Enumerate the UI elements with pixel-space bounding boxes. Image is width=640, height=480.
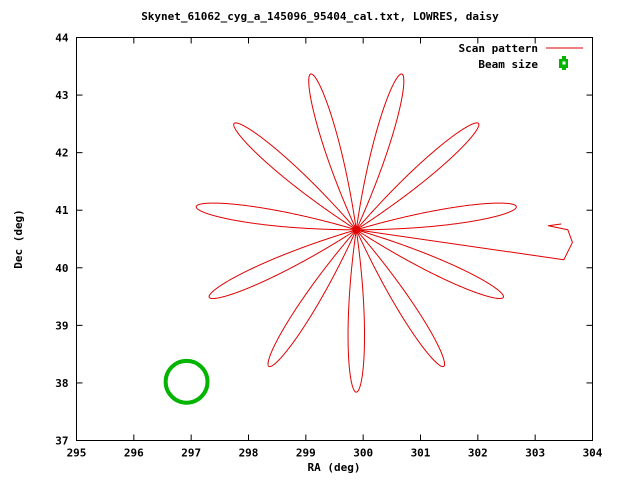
y-tick-label: 39 [55,319,68,332]
x-tick-label: 299 [296,447,316,460]
y-axis-ticks: 37 38 39 40 41 42 43 44 [55,32,593,448]
scan-pattern-curve [195,73,573,393]
legend-swatch-beam-size-marker [559,56,568,70]
legend: Scan pattern Beam size [459,42,583,71]
x-tick-label: 304 [583,447,603,460]
x-tick-label: 296 [124,447,144,460]
x-axis-label: RA (deg) [308,461,361,474]
x-tick-label: 297 [181,447,201,460]
x-tick-label: 303 [525,447,545,460]
y-tick-label: 37 [55,435,68,448]
legend-label-beam-size: Beam size [478,58,538,71]
x-tick-label: 300 [353,447,373,460]
x-tick-label: 295 [67,447,87,460]
x-axis-ticks: 295 296 297 298 299 300 301 302 303 304 [67,37,603,460]
beam-size-circle [163,358,210,405]
y-tick-label: 41 [55,204,69,217]
chart-title: Skynet_61062_cyg_a_145096_95404_cal.txt,… [141,10,499,23]
x-tick-label: 298 [239,447,259,460]
y-tick-label: 44 [55,32,69,45]
y-axis-label: Dec (deg) [12,209,25,269]
plot-frame [76,37,593,441]
y-tick-label: 43 [55,89,68,102]
y-tick-label: 40 [55,262,68,275]
y-tick-label: 38 [55,377,68,390]
x-tick-label: 302 [468,447,488,460]
legend-label-scan-pattern: Scan pattern [459,42,538,55]
x-tick-label: 301 [411,447,431,460]
y-tick-label: 42 [55,147,68,160]
